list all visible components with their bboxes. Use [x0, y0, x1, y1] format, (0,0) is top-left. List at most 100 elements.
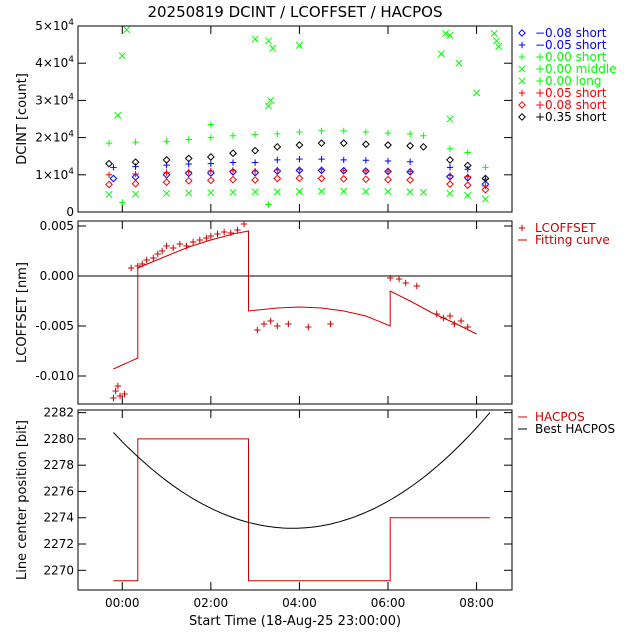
- y-tick-label: 2280: [43, 432, 74, 446]
- data-point: [395, 275, 403, 283]
- data-point: [406, 130, 414, 138]
- legend-entry: +0.35 short: [535, 110, 607, 124]
- data-point: [114, 382, 122, 390]
- data-point: [481, 185, 490, 194]
- data-point: [327, 320, 334, 328]
- data-point: [267, 96, 275, 104]
- y-axis-label: Line center position [bit]: [15, 420, 30, 580]
- data-point: [446, 180, 454, 189]
- data-point: [116, 392, 124, 400]
- data-point: [384, 187, 392, 196]
- series-line: [113, 230, 477, 370]
- data-point: [229, 167, 237, 174]
- panel-hacpos: 2270 2272 2274 2276 2278 2280 2282 00:00 02:00 04…: [15, 406, 615, 610]
- data-point: [154, 250, 161, 258]
- legend-swatch: [518, 29, 526, 37]
- data-point: [419, 188, 427, 196]
- data-point: [269, 44, 277, 52]
- legend-swatch: [518, 89, 526, 97]
- data-point: [214, 230, 221, 238]
- data-point: [184, 176, 193, 185]
- y-axis-label: LCOFFSET [nm]: [15, 262, 30, 363]
- legend-entry: +0.08 short: [535, 98, 607, 112]
- data-point: [185, 189, 193, 197]
- x-tick-label: 08:00: [459, 596, 494, 610]
- data-point: [127, 264, 135, 272]
- data-point: [296, 128, 303, 136]
- data-point: [206, 176, 215, 185]
- data-point: [131, 179, 140, 188]
- data-point: [206, 153, 215, 161]
- data-point: [285, 320, 292, 328]
- data-point: [110, 394, 117, 402]
- data-point: [340, 156, 347, 164]
- data-point: [492, 37, 501, 45]
- panel-lcoffset: 0.005 0.000 -0.005 -0.010 LCOFFSET [nm] LCOFF…: [15, 219, 610, 405]
- data-point: [273, 188, 281, 196]
- data-point: [387, 274, 394, 282]
- y-tick-label: 0: [66, 205, 74, 219]
- data-point: [317, 174, 326, 183]
- data-point: [318, 127, 325, 135]
- y-tick-label: -0.005: [35, 319, 74, 333]
- data-point: [340, 187, 348, 195]
- series-line: [113, 438, 490, 582]
- data-point: [495, 42, 503, 51]
- data-point: [220, 228, 228, 236]
- data-point: [305, 323, 312, 331]
- data-point: [112, 387, 119, 395]
- data-layer: [110, 221, 477, 402]
- data-point: [131, 158, 140, 167]
- data-point: [318, 187, 326, 195]
- legend-entry: LCOFFSET: [535, 221, 596, 235]
- legend-swatch: [518, 77, 526, 85]
- data-point: [105, 139, 113, 147]
- data-point: [162, 156, 171, 164]
- data-point: [207, 167, 215, 175]
- data-point: [490, 29, 498, 37]
- data-point: [196, 236, 203, 244]
- data-point: [295, 174, 304, 183]
- data-point: [203, 234, 210, 242]
- data-point: [163, 169, 170, 176]
- legend-entry: −0.05 short: [535, 38, 607, 52]
- data-point: [296, 166, 303, 173]
- data-point: [339, 174, 348, 183]
- data-point: [123, 26, 131, 34]
- data-point: [384, 157, 392, 165]
- y-tick-label: 2272: [43, 537, 74, 551]
- data-point: [105, 180, 113, 189]
- legend-entry: Fitting curve: [535, 233, 610, 247]
- data-point: [437, 50, 445, 58]
- data-point: [184, 154, 193, 163]
- data-point: [251, 35, 259, 43]
- data-point: [274, 322, 281, 330]
- plot-frame: [77, 220, 513, 405]
- data-point: [384, 129, 392, 137]
- data-point: [119, 199, 126, 206]
- data-point: [234, 226, 241, 234]
- legend-swatch: [518, 65, 526, 73]
- legend-entry: HACPOS: [535, 410, 585, 424]
- data-layer: [105, 26, 503, 208]
- data-point: [267, 317, 274, 325]
- y-tick-label: 3×104: [35, 92, 74, 107]
- data-point: [163, 242, 170, 250]
- data-point: [229, 159, 237, 166]
- data-point: [340, 127, 347, 135]
- data-point: [446, 31, 454, 39]
- data-point: [207, 121, 215, 128]
- legend-entry: +0.00 long: [535, 74, 602, 88]
- data-point: [362, 187, 370, 196]
- y-tick-label: 4×104: [35, 55, 74, 70]
- data-point: [273, 174, 282, 183]
- data-point: [114, 111, 122, 119]
- data-point: [384, 141, 392, 149]
- data-point: [420, 132, 427, 139]
- data-point: [463, 161, 472, 170]
- data-point: [362, 128, 370, 136]
- data-point: [132, 170, 139, 178]
- legend-swatch: [518, 113, 526, 121]
- data-point: [464, 149, 471, 156]
- data-point: [132, 163, 139, 170]
